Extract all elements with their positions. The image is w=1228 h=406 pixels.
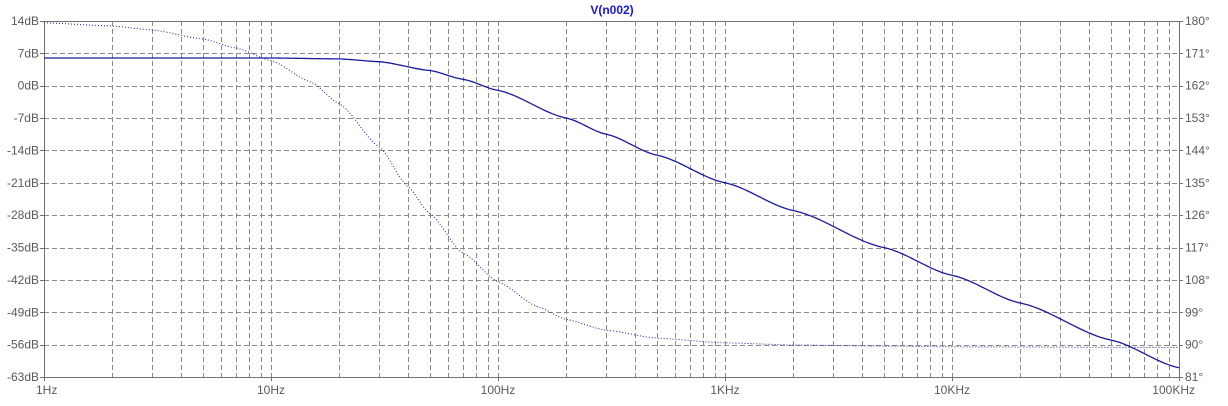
left-axis-tick-label: -56dB	[7, 338, 39, 352]
left-axis-tick-label: -42dB	[7, 273, 39, 287]
plot-frame	[44, 21, 1180, 378]
left-axis-tick-label: -63dB	[7, 370, 39, 384]
left-axis-tick-label: -35dB	[7, 241, 39, 255]
magnitude-trace[interactable]	[44, 57, 1180, 369]
right-axis-tick-label: 117°	[1185, 241, 1209, 255]
x-axis-tick-label: 10Hz	[257, 383, 285, 397]
right-axis-tick-label: 153°	[1185, 111, 1210, 125]
right-axis-tick-label: 135°	[1185, 176, 1210, 190]
chart-title[interactable]: V(n002)	[590, 3, 633, 17]
right-axis-tick-label: 180°	[1185, 14, 1210, 28]
right-axis-tick-label: 144°	[1185, 143, 1210, 157]
right-axis-tick-label: 99°	[1185, 305, 1203, 319]
left-axis-tick-label: 0dB	[18, 79, 39, 93]
right-axis-tick-label: 108°	[1185, 273, 1210, 287]
left-axis-tick-label: -28dB	[7, 208, 39, 222]
x-axis-tick-label: 10KHz	[934, 383, 970, 397]
right-axis-tick-label: 126°	[1185, 208, 1210, 222]
right-axis-tick-label: 90°	[1185, 338, 1203, 352]
left-axis-tick-label: -49dB	[7, 305, 39, 319]
left-axis-tick-label: 14dB	[11, 14, 39, 28]
x-axis-tick-label: 100Hz	[481, 383, 516, 397]
right-axis-tick-label: 162°	[1185, 79, 1210, 93]
left-axis-tick-label: -7dB	[14, 111, 39, 125]
phase-trace[interactable]	[43, 22, 1179, 349]
left-axis-tick-label: -14dB	[7, 143, 39, 157]
left-axis-tick-label: -21dB	[7, 176, 39, 190]
x-axis-tick-label: 100KHz	[1152, 383, 1195, 397]
x-axis-tick-label: 1KHz	[710, 383, 739, 397]
right-axis-tick-label: 81°	[1185, 370, 1203, 384]
left-axis-tick-label: 7dB	[18, 46, 39, 60]
x-axis-tick-label: 1Hz	[36, 383, 57, 397]
tick-labels: 14dB 7dB 0dB -7dB -14dB -21dB -28dB -35dB -42dB -…	[7, 14, 1210, 397]
right-axis-tick-label: 171°	[1185, 46, 1210, 60]
grid	[44, 21, 1179, 377]
series-layer	[43, 22, 1180, 369]
